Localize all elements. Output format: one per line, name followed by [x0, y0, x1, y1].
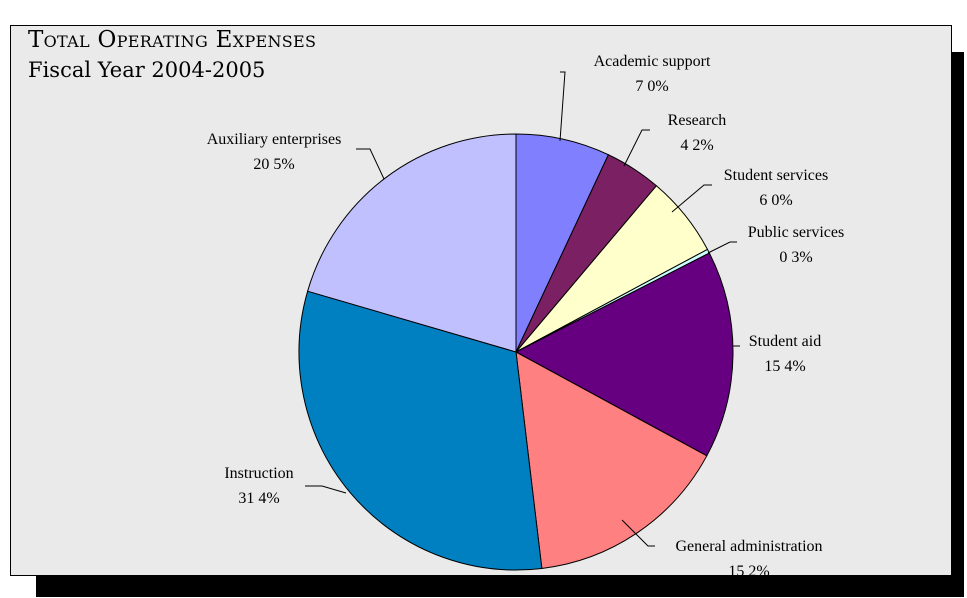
slice-value-research: 4 2% [680, 137, 713, 154]
chart-subtitle: Fiscal Year 2004-2005 [28, 58, 266, 82]
slice-value-instruction: 31 4% [238, 490, 279, 507]
slice-label-general-administration: General administration [675, 538, 822, 555]
chart-title: Total Operating Expenses [28, 27, 317, 53]
slice-label-academic-support: Academic support [594, 53, 711, 70]
leader-line-public-services [707, 241, 737, 254]
slice-value-auxiliary-enterprises: 20 5% [253, 156, 294, 173]
leader-line-academic-support [559, 71, 566, 142]
slice-value-student-services: 6 0% [759, 192, 792, 209]
leader-line-general-administration [621, 519, 655, 547]
slice-value-academic-support: 7 0% [635, 78, 668, 95]
leader-line-student-services [671, 184, 712, 213]
leader-line-research [623, 129, 650, 167]
slice-value-student-aid: 15 4% [764, 358, 805, 375]
slice-label-public-services: Public services [748, 224, 844, 241]
leader-line-auxiliary-enterprises [356, 148, 385, 180]
pie-slice-instruction [298, 290, 543, 571]
leader-line-instruction [305, 485, 347, 494]
slice-value-public-services: 0 3% [779, 249, 812, 266]
pie-slice-student-aid [514, 252, 734, 457]
pie-slice-auxiliary-enterprises [307, 133, 517, 353]
pie-slice-general-administration [515, 351, 708, 570]
slice-label-research: Research [668, 112, 727, 129]
slice-label-student-services: Student services [724, 167, 828, 184]
slice-label-instruction: Instruction [224, 465, 293, 482]
slice-label-auxiliary-enterprises: Auxiliary enterprises [207, 131, 342, 148]
slice-label-student-aid: Student aid [749, 333, 821, 350]
slice-value-general-administration: 15 2% [728, 563, 769, 580]
